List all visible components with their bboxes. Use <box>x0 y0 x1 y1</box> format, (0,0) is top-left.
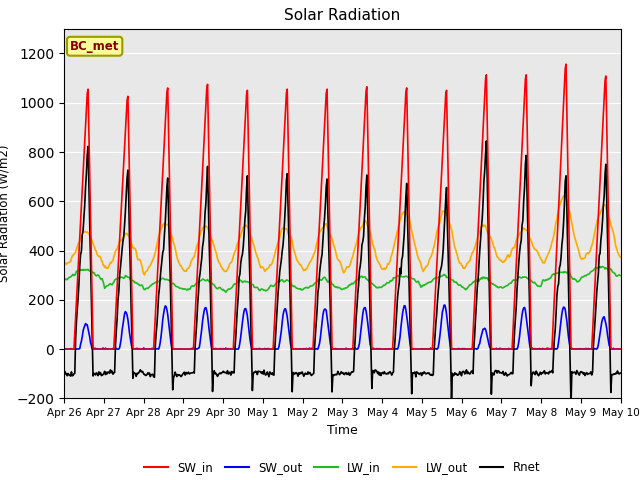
Rnet <box>76 263 84 268</box>
SW_out <box>77 341 84 347</box>
LW_out <box>617 254 625 260</box>
SW_out <box>61 346 68 352</box>
Rnet <box>209 389 216 395</box>
Text: BC_met: BC_met <box>70 40 119 53</box>
Line: Rnet: Rnet <box>64 141 621 405</box>
LW_in <box>243 279 250 285</box>
Rnet <box>530 369 538 375</box>
LW_in <box>209 281 216 287</box>
Title: Solar Radiation: Solar Radiation <box>284 9 401 24</box>
LW_out <box>561 193 568 199</box>
LW_in <box>76 267 84 273</box>
SW_out <box>566 345 574 350</box>
Legend: SW_in, SW_out, LW_in, LW_out, Rnet: SW_in, SW_out, LW_in, LW_out, Rnet <box>140 456 545 479</box>
X-axis label: Time: Time <box>327 424 358 437</box>
SW_out <box>617 346 625 352</box>
Line: SW_out: SW_out <box>64 305 621 349</box>
Line: LW_in: LW_in <box>64 266 621 292</box>
LW_out <box>530 244 538 250</box>
SW_out <box>441 302 449 308</box>
Rnet <box>483 138 490 144</box>
LW_out <box>76 239 84 244</box>
LW_in <box>566 270 573 276</box>
LW_out <box>152 250 159 255</box>
LW_out <box>243 223 250 228</box>
SW_in <box>617 346 625 352</box>
LW_in <box>60 276 68 281</box>
SW_in <box>529 346 537 352</box>
SW_in <box>566 250 573 256</box>
LW_in <box>150 280 158 286</box>
Rnet <box>150 374 158 380</box>
LW_out <box>141 272 148 278</box>
SW_out <box>152 346 159 352</box>
SW_out <box>531 346 538 352</box>
SW_out <box>243 309 250 314</box>
SW_out <box>60 346 68 351</box>
Rnet <box>617 370 625 376</box>
LW_in <box>222 289 230 295</box>
LW_out <box>60 259 68 265</box>
SW_in <box>562 61 570 67</box>
SW_in <box>150 330 158 336</box>
SW_in <box>60 346 68 352</box>
Y-axis label: Solar Radiation (W/m2): Solar Radiation (W/m2) <box>0 145 11 282</box>
SW_out <box>209 346 217 352</box>
SW_in <box>209 345 216 350</box>
Line: LW_out: LW_out <box>64 196 621 275</box>
SW_in <box>242 108 250 113</box>
Rnet <box>567 402 575 408</box>
LW_in <box>617 273 625 278</box>
Rnet <box>60 370 68 376</box>
LW_in <box>598 264 606 269</box>
Rnet <box>242 208 250 214</box>
SW_in <box>76 234 84 240</box>
LW_out <box>209 241 217 247</box>
LW_out <box>566 212 574 217</box>
Line: SW_in: SW_in <box>64 64 621 349</box>
LW_in <box>530 280 538 286</box>
Rnet <box>566 318 573 324</box>
